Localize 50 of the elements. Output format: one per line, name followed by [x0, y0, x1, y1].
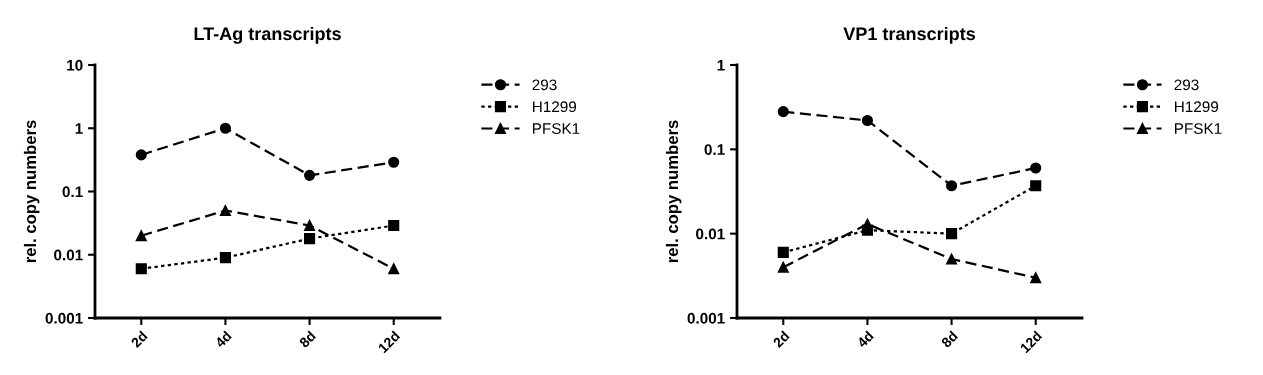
- y-axis-title: rel. copy numbers: [665, 120, 682, 263]
- y-tick-label: 0.01: [54, 249, 83, 261]
- x-tick-label: 12d: [1019, 330, 1043, 354]
- point: [388, 156, 400, 168]
- point: [135, 263, 147, 275]
- point: [135, 230, 147, 242]
- point: [777, 106, 789, 118]
- point: [304, 219, 316, 232]
- x-tick-label: 12d: [377, 330, 401, 354]
- point: [1030, 180, 1042, 192]
- point: [219, 122, 231, 134]
- y-axis-title: rel. copy numbers: [23, 120, 40, 263]
- point: [946, 228, 958, 240]
- y-tick-label: 0.01: [696, 228, 725, 240]
- point: [219, 252, 231, 264]
- point: [304, 169, 316, 181]
- legend-label: PFSK1: [1175, 123, 1222, 134]
- point: [219, 204, 231, 217]
- x-tick-label: 8d: [940, 330, 959, 349]
- point: [388, 219, 400, 232]
- point: [1030, 162, 1042, 174]
- chart-title: LT-Ag transcripts: [194, 26, 341, 44]
- chart-title: VP1 transcripts: [843, 26, 975, 44]
- legend-label: H1299: [1175, 101, 1219, 113]
- x-tick-label: 2d: [130, 330, 148, 349]
- x-tick-label: 4d: [856, 330, 874, 349]
- point: [135, 149, 147, 161]
- point: [861, 218, 873, 230]
- point: [946, 180, 958, 192]
- y-tick-label: 0.001: [687, 312, 725, 324]
- y-tick-label: 0.1: [704, 144, 725, 156]
- legend-label: PFSK1: [533, 123, 580, 134]
- point: [777, 261, 789, 273]
- point: [777, 246, 789, 258]
- legend-label: 293: [532, 79, 557, 91]
- y-tick-label: 1: [75, 123, 83, 134]
- point: [861, 114, 873, 127]
- y-tick-label: 0.1: [62, 186, 83, 198]
- point: [388, 263, 400, 275]
- point: [304, 233, 316, 245]
- point: [1030, 272, 1042, 284]
- y-tick-label: 0.001: [45, 312, 83, 324]
- point: [946, 253, 958, 265]
- legend-label: 293: [1174, 79, 1199, 91]
- x-tick-label: 2d: [772, 330, 790, 349]
- y-tick-label: 10: [67, 59, 83, 71]
- x-tick-label: 4d: [214, 330, 232, 349]
- x-tick-label: 8d: [298, 330, 317, 349]
- y-tick-label: 1: [717, 60, 725, 71]
- legend-label: H1299: [533, 101, 577, 113]
